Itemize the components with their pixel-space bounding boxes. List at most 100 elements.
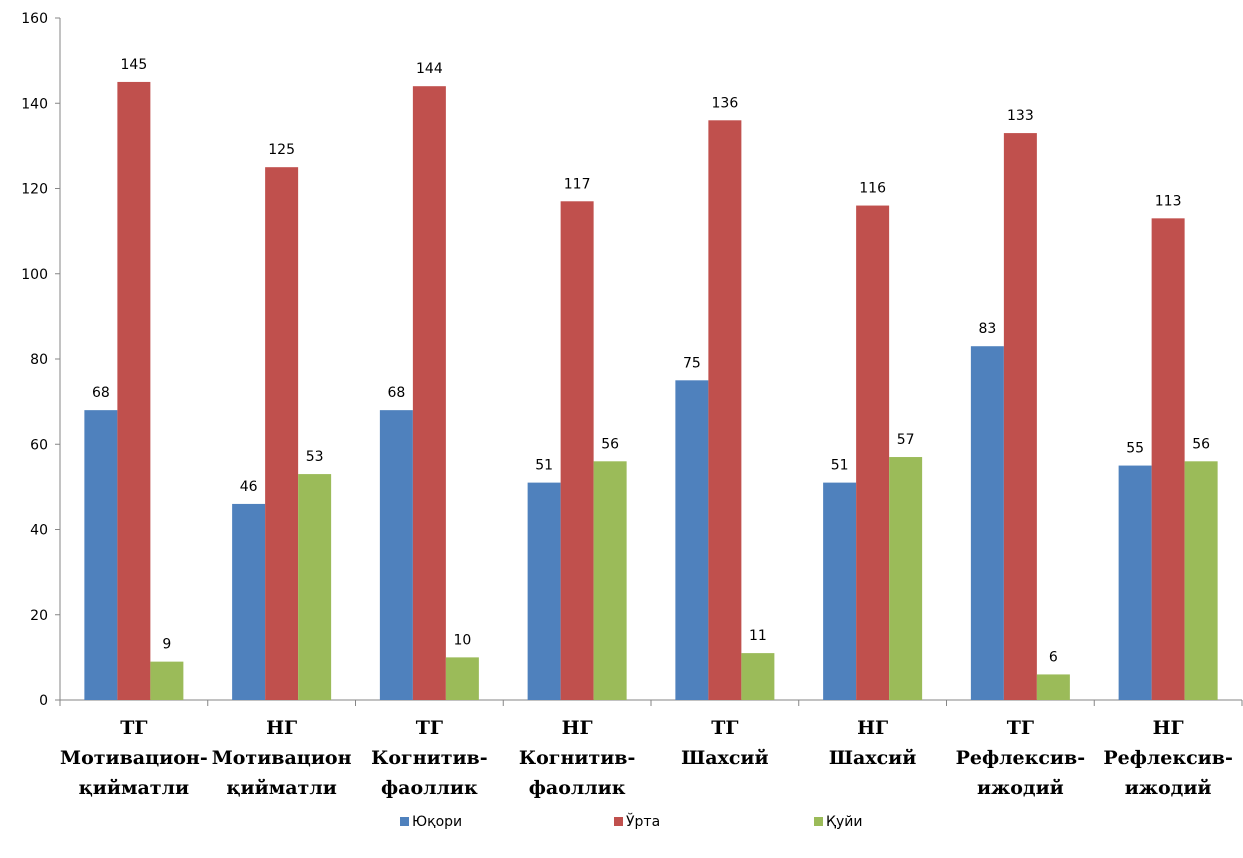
data-label: 117 xyxy=(564,176,591,192)
data-label: 75 xyxy=(683,355,701,371)
data-label: 144 xyxy=(416,61,443,77)
category-label: НГ Рефлексив-ижодий xyxy=(1103,717,1232,799)
bar xyxy=(708,120,742,701)
category-label-line: ижодий xyxy=(977,777,1064,799)
bar xyxy=(593,461,627,700)
bar xyxy=(412,86,446,700)
category-label-line: фаоллик xyxy=(529,777,626,799)
x-axis xyxy=(59,699,1243,706)
bar xyxy=(379,410,413,700)
y-tick-label: 0 xyxy=(39,693,48,709)
category-label-line: ТГ xyxy=(416,717,443,739)
y-tick-label: 140 xyxy=(21,96,48,112)
category-labels: ТГ Мотивацион-қийматли НГ Мотивацион қийматл… xyxy=(60,717,1233,799)
bars xyxy=(84,81,1218,701)
data-label: 56 xyxy=(601,436,619,452)
data-label: 83 xyxy=(978,321,996,337)
data-label: 51 xyxy=(535,458,553,474)
data-label: 53 xyxy=(306,449,324,465)
bar xyxy=(1036,674,1070,700)
data-label: 51 xyxy=(831,458,849,474)
legend: Юқори Ўрта Қуйи xyxy=(400,812,862,830)
data-label: 6 xyxy=(1049,649,1058,665)
category-label-line: Мотивацион xyxy=(212,747,352,769)
bar xyxy=(1118,465,1152,700)
data-label: 68 xyxy=(387,385,405,401)
bar xyxy=(823,482,857,700)
category-label-line: НГ xyxy=(562,717,593,739)
bar xyxy=(1151,218,1185,700)
bar xyxy=(970,346,1004,700)
y-tick-label: 120 xyxy=(21,182,48,198)
legend-label: Қуйи xyxy=(826,814,862,830)
category-label: ТГ Когнитив-фаоллик xyxy=(371,717,488,799)
category-label-line: қийматли xyxy=(79,777,189,799)
data-label: 57 xyxy=(897,432,915,448)
category-label-line: Шахсий xyxy=(681,747,769,769)
y-tick-label: 20 xyxy=(30,608,48,624)
y-axis: 0 20 40 60 80 100 120 140 160 xyxy=(21,11,61,709)
data-label: 145 xyxy=(121,57,148,73)
category-label: ТГ Рефлексив-ижодий xyxy=(956,717,1085,799)
data-label: 116 xyxy=(859,181,886,197)
category-label-line: ТГ xyxy=(711,717,738,739)
category-label: ТГ Шахсий xyxy=(681,717,769,769)
bar xyxy=(265,167,299,700)
category-label-line: Рефлексив- xyxy=(956,747,1085,769)
bar xyxy=(232,503,266,700)
category-label-line: Когнитив- xyxy=(519,747,636,769)
legend-swatch xyxy=(400,817,409,826)
bar xyxy=(1184,461,1218,700)
bar xyxy=(298,474,332,700)
data-label: 9 xyxy=(162,637,171,653)
bar xyxy=(1003,133,1037,700)
category-label-line: НГ xyxy=(857,717,888,739)
category-label-line: Мотивацион- xyxy=(60,747,208,769)
data-label: 133 xyxy=(1007,108,1034,124)
category-label-line: ижодий xyxy=(1125,777,1212,799)
category-label-line: НГ xyxy=(266,717,297,739)
y-tick-label: 80 xyxy=(30,352,48,368)
category-label-line: фаоллик xyxy=(381,777,478,799)
data-label: 68 xyxy=(92,385,110,401)
data-label: 55 xyxy=(1126,441,1144,457)
category-label: НГ Мотивацион қийматли xyxy=(212,717,352,799)
category-label-line: Когнитив- xyxy=(371,747,488,769)
y-tick-label: 40 xyxy=(30,523,48,539)
data-label: 11 xyxy=(749,628,767,644)
category-label: НГ Когнитив-фаоллик xyxy=(519,717,636,799)
bar xyxy=(445,657,479,700)
data-label: 113 xyxy=(1155,193,1182,209)
bar xyxy=(889,457,923,700)
bar xyxy=(560,201,594,700)
bar xyxy=(84,410,118,700)
data-label: 10 xyxy=(453,632,471,648)
legend-swatch xyxy=(614,817,623,826)
data-label: 56 xyxy=(1192,436,1210,452)
y-tick-label: 100 xyxy=(21,267,48,283)
data-labels: 68 145 9 46 125 53 68 144 10 51 117 56 75 136 11 51 116 5… xyxy=(92,57,1210,665)
category-label: ТГ Мотивацион-қийматли xyxy=(60,717,208,799)
bar xyxy=(741,653,775,700)
category-label-line: ТГ xyxy=(120,717,147,739)
bar xyxy=(150,661,184,700)
category-label-line: НГ xyxy=(1153,717,1184,739)
legend-label: Юқори xyxy=(412,814,462,830)
bar xyxy=(527,482,561,700)
category-label-line: Шахсий xyxy=(829,747,917,769)
data-label: 136 xyxy=(712,95,739,111)
bar xyxy=(856,205,890,701)
bar xyxy=(675,380,709,700)
legend-swatch xyxy=(814,817,823,826)
y-tick-label: 160 xyxy=(21,11,48,27)
data-label: 46 xyxy=(240,479,258,495)
category-label-line: Рефлексив- xyxy=(1103,747,1232,769)
category-label: НГ Шахсий xyxy=(829,717,917,769)
legend-label: Ўрта xyxy=(626,812,660,830)
y-tick-label: 60 xyxy=(30,437,48,453)
category-label-line: ТГ xyxy=(1007,717,1034,739)
data-label: 125 xyxy=(268,142,295,158)
bar xyxy=(117,81,151,700)
category-label-line: қийматли xyxy=(226,777,336,799)
